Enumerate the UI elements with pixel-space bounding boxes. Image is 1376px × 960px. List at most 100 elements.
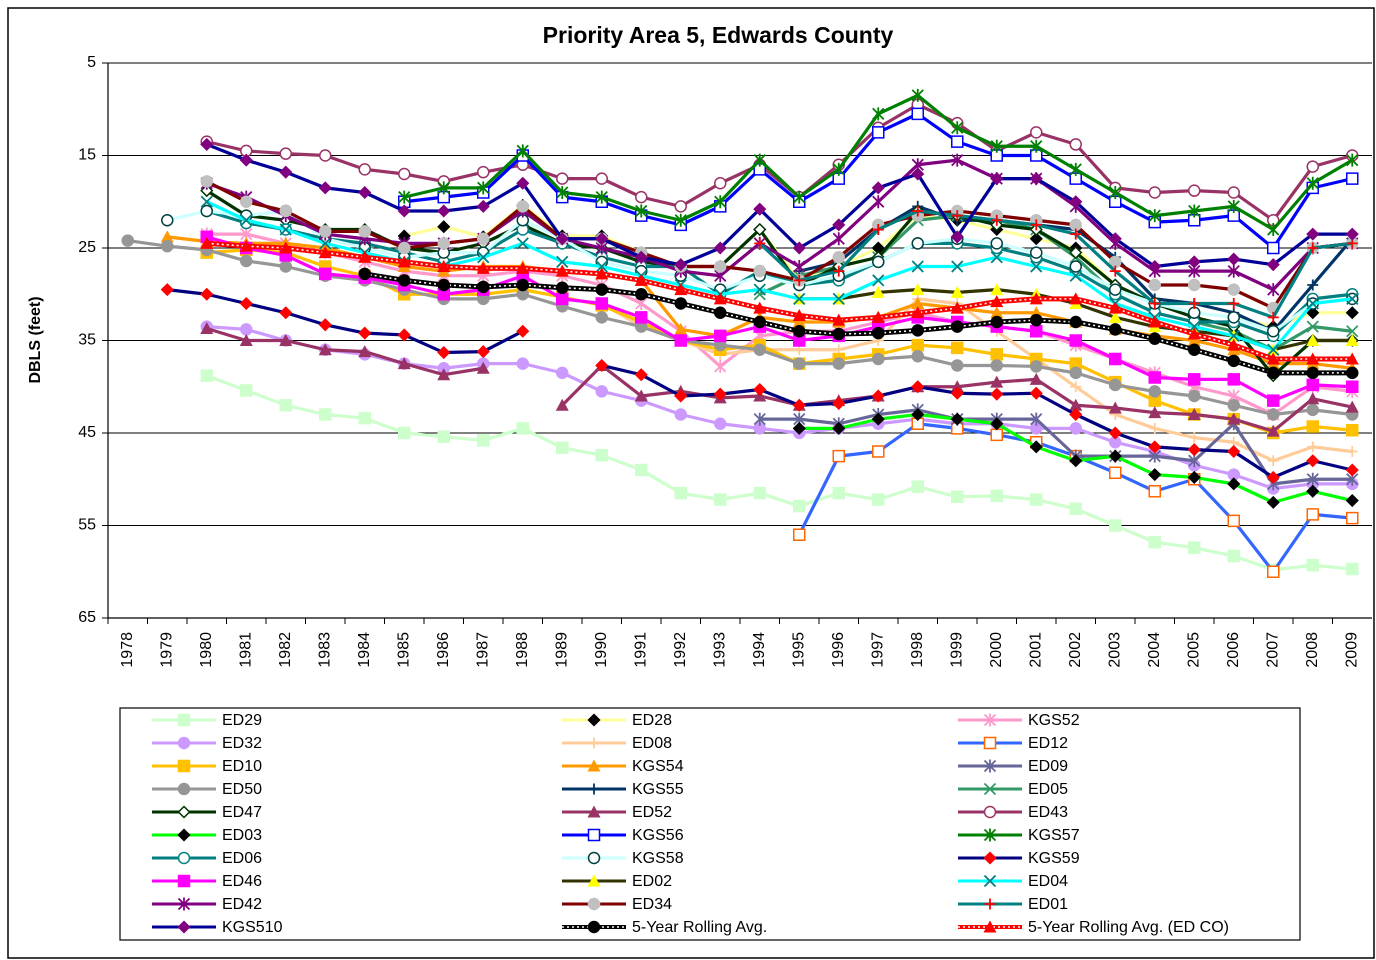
legend-label: KGS58 xyxy=(632,850,684,867)
marker xyxy=(1267,455,1279,467)
marker xyxy=(437,260,451,272)
marker xyxy=(1187,470,1201,484)
marker xyxy=(634,389,648,402)
marker xyxy=(1307,242,1319,254)
marker xyxy=(911,407,925,422)
marker xyxy=(556,441,569,455)
marker xyxy=(911,338,924,352)
marker xyxy=(1069,422,1082,435)
marker xyxy=(1148,440,1162,454)
marker xyxy=(1267,565,1280,578)
marker xyxy=(753,283,766,296)
marker xyxy=(793,325,806,338)
marker xyxy=(1148,315,1162,328)
marker xyxy=(753,382,767,397)
legend-label: ED04 xyxy=(1028,873,1068,890)
marker xyxy=(595,311,608,324)
marker xyxy=(516,278,529,292)
marker xyxy=(1148,332,1161,345)
x-tick-label: 1995 xyxy=(790,632,807,668)
marker xyxy=(713,292,727,305)
marker xyxy=(832,292,845,306)
marker xyxy=(793,357,806,370)
marker xyxy=(240,323,253,336)
marker xyxy=(239,296,253,311)
x-tick-label: 1984 xyxy=(356,632,373,668)
marker xyxy=(1227,283,1240,296)
series xyxy=(398,88,1359,236)
marker xyxy=(871,389,885,403)
marker xyxy=(634,368,648,382)
marker xyxy=(713,241,727,255)
marker xyxy=(177,805,191,819)
marker xyxy=(595,448,608,462)
marker xyxy=(872,326,885,340)
x-tick-label: 2007 xyxy=(1264,632,1281,668)
marker xyxy=(1346,380,1359,393)
series-line xyxy=(206,103,1353,222)
y-tick-label: 65 xyxy=(78,609,96,626)
marker xyxy=(635,204,648,218)
marker xyxy=(279,260,292,273)
marker xyxy=(792,421,806,435)
series-line xyxy=(759,408,1353,486)
marker xyxy=(1187,327,1201,340)
marker xyxy=(200,137,214,151)
marker xyxy=(595,190,608,204)
marker xyxy=(872,195,885,209)
marker xyxy=(1345,463,1359,477)
x-tick-label: 1992 xyxy=(672,632,689,668)
marker xyxy=(177,759,191,773)
marker xyxy=(1306,160,1319,173)
marker xyxy=(1029,232,1043,246)
series xyxy=(200,369,1359,577)
marker xyxy=(911,306,925,319)
marker xyxy=(1030,260,1043,273)
marker xyxy=(161,239,174,253)
x-tick-label: 2005 xyxy=(1185,632,1202,668)
legend-label: KGS55 xyxy=(632,781,684,798)
marker xyxy=(983,828,997,842)
marker xyxy=(832,218,846,232)
x-tick-label: 2001 xyxy=(1027,632,1044,668)
marker xyxy=(911,283,925,296)
marker xyxy=(1266,424,1280,437)
marker xyxy=(872,445,885,458)
marker xyxy=(200,236,214,249)
x-tick-label: 1991 xyxy=(632,632,649,668)
marker xyxy=(200,321,214,334)
marker xyxy=(1346,446,1358,457)
marker xyxy=(1267,408,1280,421)
marker xyxy=(516,357,529,370)
marker xyxy=(1109,378,1122,392)
marker xyxy=(240,195,253,208)
marker xyxy=(177,782,191,796)
legend-label: KGS59 xyxy=(1028,850,1080,867)
marker xyxy=(950,230,964,244)
series xyxy=(160,283,1359,484)
marker xyxy=(832,486,845,500)
series xyxy=(358,267,1359,380)
marker xyxy=(516,422,529,435)
legend-label: ED28 xyxy=(632,712,672,729)
marker xyxy=(950,285,964,298)
marker xyxy=(832,251,845,264)
marker xyxy=(990,359,1003,372)
marker xyxy=(319,149,332,162)
marker xyxy=(556,172,569,185)
marker xyxy=(1069,407,1083,422)
legend-label: KGS56 xyxy=(632,827,684,844)
marker xyxy=(397,255,411,268)
marker xyxy=(587,805,601,818)
marker xyxy=(1227,329,1240,343)
marker xyxy=(983,759,997,773)
marker xyxy=(1306,334,1320,346)
marker xyxy=(674,213,687,227)
marker xyxy=(398,190,411,204)
marker xyxy=(714,417,727,430)
marker xyxy=(1345,227,1359,241)
marker xyxy=(1109,283,1122,296)
marker xyxy=(674,322,688,335)
marker xyxy=(1069,292,1083,305)
marker xyxy=(674,408,687,421)
